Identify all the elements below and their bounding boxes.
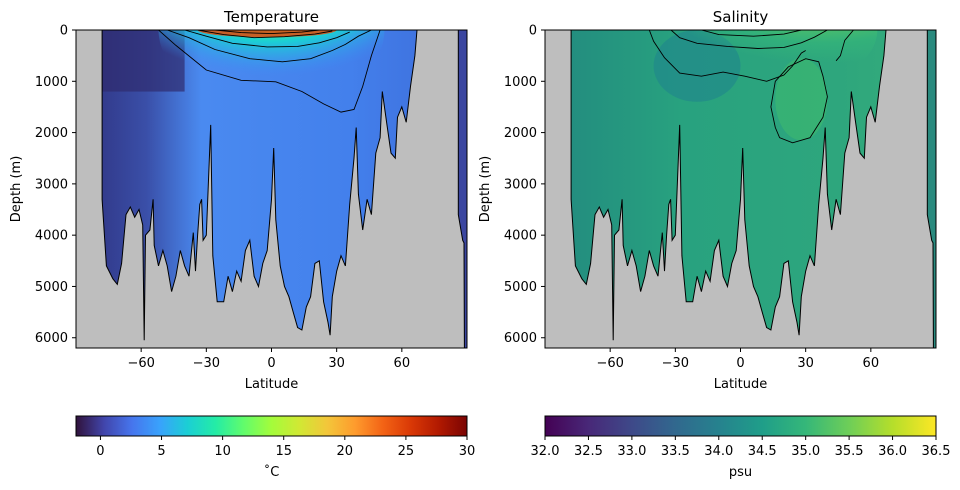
contour-line xyxy=(670,30,828,49)
y-tick-label: 0 xyxy=(529,24,537,39)
y-tick-label: 1000 xyxy=(504,75,537,90)
colorbar-tick-label: 35.0 xyxy=(791,444,820,459)
y-tick-label: 5000 xyxy=(504,280,537,295)
colorbar-tick-label: 30 xyxy=(459,444,476,459)
arctic-water xyxy=(927,30,936,348)
x-tick-label: 30 xyxy=(797,356,814,371)
colorbar-tick-label: 25 xyxy=(398,444,415,459)
x-tick-label: 60 xyxy=(863,356,880,371)
contour-line xyxy=(783,50,806,76)
y-tick-label: 4000 xyxy=(504,229,537,244)
x-axis-label: Latitude xyxy=(714,377,768,392)
contour-line xyxy=(648,30,785,82)
colorbar-tick-label: 10 xyxy=(214,444,231,459)
contour-line xyxy=(214,30,320,35)
y-tick-label: 6000 xyxy=(35,331,68,346)
colorbar-tick-label: 0 xyxy=(96,444,104,459)
colorbar-tick-label: 36.5 xyxy=(922,444,951,459)
chart-title: Salinity xyxy=(713,8,769,26)
contour-lines xyxy=(158,30,381,113)
arctic-seafloor-outline xyxy=(457,30,465,349)
warm-surface-water xyxy=(158,30,385,107)
chart-title: Temperature xyxy=(223,8,319,26)
x-tick-label: 0 xyxy=(736,356,744,371)
x-tick-label: −30 xyxy=(193,356,220,371)
colorbar-tick-label: 35.5 xyxy=(835,444,864,459)
mediterranean-outflow xyxy=(775,58,828,141)
colorbar-tick-label: 32.0 xyxy=(531,444,560,459)
colorbar-tick-label: 36.0 xyxy=(878,444,907,459)
x-tick-label: −60 xyxy=(596,356,623,371)
colorbar-tick-label: 5 xyxy=(157,444,165,459)
colorbar-tick-label: 34.5 xyxy=(748,444,777,459)
hottest-water xyxy=(197,30,337,38)
y-tick-label: 3000 xyxy=(35,177,68,192)
contour-line xyxy=(158,30,381,113)
colorbar-tick-label: 20 xyxy=(337,444,354,459)
y-tick-label: 1000 xyxy=(35,75,68,90)
colorbar xyxy=(544,415,937,437)
y-tick-label: 0 xyxy=(60,24,68,39)
colorbar-tick-label: 33.0 xyxy=(617,444,646,459)
seafloor-outline xyxy=(570,29,887,341)
x-tick-label: 0 xyxy=(267,356,275,371)
y-axis-label: Depth (m) xyxy=(478,156,493,223)
x-tick-label: 60 xyxy=(394,356,411,371)
colorbar-label: psu xyxy=(729,465,752,480)
x-axis-label: Latitude xyxy=(245,377,299,392)
contour-line xyxy=(197,30,333,39)
saline-surface-water xyxy=(625,30,878,97)
arctic-water xyxy=(458,30,467,348)
colorbar-tick-label: 34.0 xyxy=(704,444,733,459)
y-tick-label: 2000 xyxy=(504,126,537,141)
contour-lines xyxy=(648,30,854,144)
arctic-seafloor-outline xyxy=(926,30,934,349)
y-tick-label: 6000 xyxy=(504,331,537,346)
panel-salinity: Salinity −60 −30 0 30 60 0 1000 2000 3000 4000 5000… xyxy=(478,8,951,480)
y-tick-label: 4000 xyxy=(35,229,68,244)
colorbar-tick-label: 32.5 xyxy=(574,444,603,459)
contour-line xyxy=(835,30,854,62)
seafloor-outline xyxy=(101,29,418,341)
y-axis-label: Depth (m) xyxy=(9,156,24,223)
contour-line xyxy=(770,58,828,144)
y-tick-label: 3000 xyxy=(504,177,537,192)
panel-temperature: Temperature −60 −30 0 30 60 0 1000 2000 3000 4000 5… xyxy=(9,8,476,480)
contour-line xyxy=(701,30,802,37)
contour-line xyxy=(184,30,350,48)
colorbar xyxy=(75,415,468,437)
contour-line xyxy=(167,30,372,63)
colorbar-label: ˚C xyxy=(264,464,280,480)
y-tick-label: 5000 xyxy=(35,280,68,295)
colorbar-tick-label: 15 xyxy=(275,444,292,459)
x-tick-label: −60 xyxy=(127,356,154,371)
x-tick-label: 30 xyxy=(328,356,345,371)
x-tick-label: −30 xyxy=(662,356,689,371)
y-tick-label: 2000 xyxy=(35,126,68,141)
colorbar-tick-label: 33.5 xyxy=(661,444,690,459)
